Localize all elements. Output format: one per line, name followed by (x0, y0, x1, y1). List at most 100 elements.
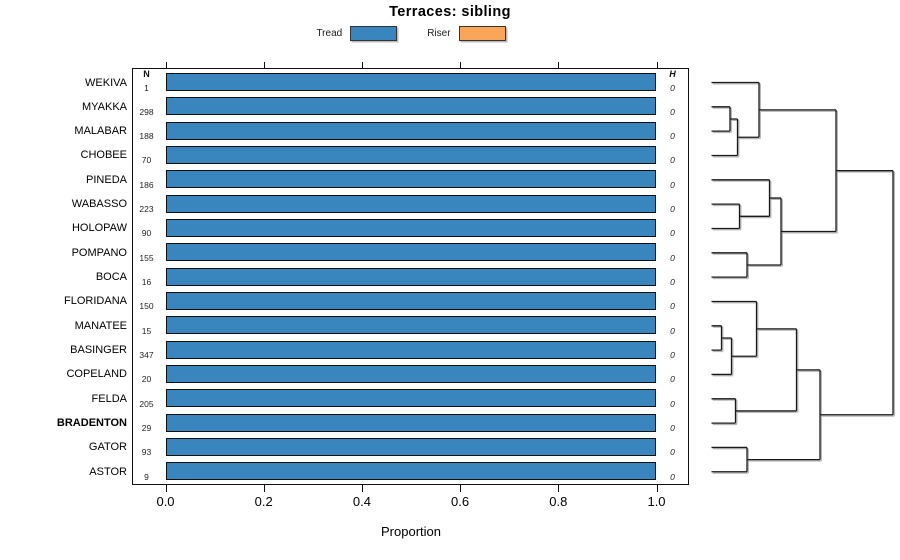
bar-segment-tread (165, 243, 656, 262)
y-axis-label: MALABAR (74, 125, 127, 138)
x-tick-label: 0.0 (156, 494, 175, 509)
n-value: 70 (141, 155, 152, 166)
bar-segment-tread (165, 316, 656, 335)
n-value: 29 (141, 423, 152, 434)
n-value: 9 (144, 471, 149, 482)
y-axis-label: CHOBEE (80, 149, 127, 162)
x-tick-label: 0.4 (352, 494, 371, 509)
x-tick-label: 0.6 (451, 494, 470, 509)
y-axis-label: MYAKKA (81, 100, 127, 113)
h-column-header: H (669, 69, 676, 79)
h-value: 0 (670, 350, 675, 361)
n-column-header: N (143, 69, 150, 79)
x-tick-bottom (656, 485, 658, 492)
h-value: 0 (670, 423, 675, 434)
legend-swatch-tread (350, 25, 398, 41)
n-value: 150 (139, 301, 154, 312)
h-value: 0 (670, 325, 675, 336)
x-tick-top (165, 61, 167, 68)
n-value: 93 (141, 447, 152, 458)
y-axis-label: ASTOR (89, 465, 127, 478)
y-axis-label: GATOR (88, 441, 127, 454)
x-tick-label: 1.0 (647, 494, 666, 509)
legend-label-riser: Riser (427, 27, 451, 39)
bar-segment-tread (165, 413, 656, 432)
x-tick-bottom (460, 485, 462, 492)
x-tick-top (656, 61, 658, 68)
x-tick-label: 0.8 (549, 494, 568, 509)
legend-label-tread: Tread (316, 27, 343, 39)
n-value: 347 (139, 350, 154, 361)
bar-segment-tread (165, 437, 656, 456)
h-value: 0 (670, 82, 675, 93)
bar-segment-tread (165, 267, 656, 286)
legend-item-tread: Tread (316, 25, 398, 41)
y-axis-label: HOLOPAW (71, 222, 127, 235)
n-value: 205 (139, 398, 154, 409)
h-value: 0 (670, 228, 675, 239)
h-value: 0 (670, 204, 675, 215)
n-value: 223 (139, 204, 154, 215)
h-value: 0 (670, 131, 675, 142)
h-value: 0 (670, 301, 675, 312)
h-value: 0 (670, 252, 675, 263)
x-axis-title: Proportion (381, 524, 441, 539)
bar-segment-tread (165, 389, 656, 408)
bar-segment-tread (165, 121, 656, 140)
y-axis-label: WEKIVA (85, 76, 127, 89)
y-axis-label: MANATEE (74, 319, 127, 332)
dendrogram-links (711, 81, 894, 473)
x-tick-top (460, 61, 462, 68)
y-axis-label: BRADENTON (56, 417, 127, 430)
n-value: 16 (141, 277, 152, 288)
h-value: 0 (670, 155, 675, 166)
bar-segment-tread (165, 218, 656, 237)
dendrogram-shadow (712, 83, 895, 474)
y-axis-label: POMPANO (71, 246, 127, 259)
x-tick-bottom (558, 485, 560, 492)
x-tick-top (361, 61, 363, 68)
y-axis-label: FLORIDANA (64, 295, 127, 308)
h-value: 0 (670, 106, 675, 117)
n-value: 20 (141, 374, 152, 385)
h-value: 0 (670, 179, 675, 190)
y-axis-label: BOCA (95, 271, 127, 284)
bar-segment-tread (165, 97, 656, 116)
chart-title: Terraces: sibling (389, 4, 511, 20)
n-value: 15 (141, 325, 152, 336)
bar-segment-tread (165, 145, 656, 164)
n-value: 186 (139, 179, 154, 190)
h-value: 0 (670, 277, 675, 288)
legend: Tread Riser (132, 25, 690, 41)
y-axis-label: PINEDA (86, 173, 127, 186)
y-axis-label: BASINGER (70, 344, 127, 357)
bar-segment-tread (165, 364, 656, 383)
n-value: 90 (141, 228, 152, 239)
y-axis-label: FELDA (91, 392, 127, 405)
y-axis-label: WABASSO (71, 198, 127, 211)
h-value: 0 (670, 471, 675, 482)
n-value: 188 (139, 131, 154, 142)
h-value: 0 (670, 374, 675, 385)
n-value: 1 (144, 82, 149, 93)
bar-segment-tread (165, 340, 656, 359)
bar-segment-tread (165, 170, 656, 189)
legend-item-riser: Riser (427, 25, 506, 41)
legend-swatch-riser (458, 25, 506, 41)
n-value: 155 (139, 252, 154, 263)
x-tick-bottom (165, 485, 167, 492)
plot-area-border (132, 68, 689, 485)
x-tick-top (263, 61, 265, 68)
bar-segment-tread (165, 291, 656, 310)
x-tick-label: 0.2 (254, 494, 273, 509)
x-tick-bottom (361, 485, 363, 492)
h-value: 0 (670, 447, 675, 458)
bar-segment-tread (165, 73, 656, 91)
x-tick-bottom (263, 485, 265, 492)
bar-segment-tread (165, 194, 656, 213)
h-value: 0 (670, 398, 675, 409)
y-axis-label: COPELAND (66, 368, 127, 381)
n-value: 298 (139, 106, 154, 117)
